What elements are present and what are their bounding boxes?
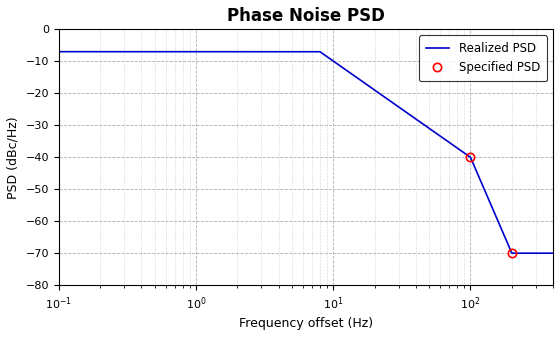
Y-axis label: PSD (dBc/Hz): PSD (dBc/Hz) (7, 116, 20, 198)
Specified PSD (508, 251, 515, 255)
Realized PSD (55, 50, 62, 54)
X-axis label: Frequency offset (Hz): Frequency offset (Hz) (239, 317, 373, 330)
Specified PSD (467, 155, 474, 159)
Realized PSD (540, 251, 547, 255)
Realized PSD (550, 251, 557, 255)
Realized PSD (141, 50, 148, 54)
Line: Specified PSD: Specified PSD (466, 153, 516, 257)
Line: Realized PSD: Realized PSD (59, 52, 553, 253)
Legend: Realized PSD, Specified PSD: Realized PSD, Specified PSD (418, 35, 547, 81)
Realized PSD (267, 50, 273, 54)
Realized PSD (245, 50, 251, 54)
Title: Phase Noise PSD: Phase Noise PSD (227, 7, 385, 25)
Realized PSD (112, 50, 119, 54)
Realized PSD (487, 201, 493, 205)
Realized PSD (508, 251, 515, 255)
